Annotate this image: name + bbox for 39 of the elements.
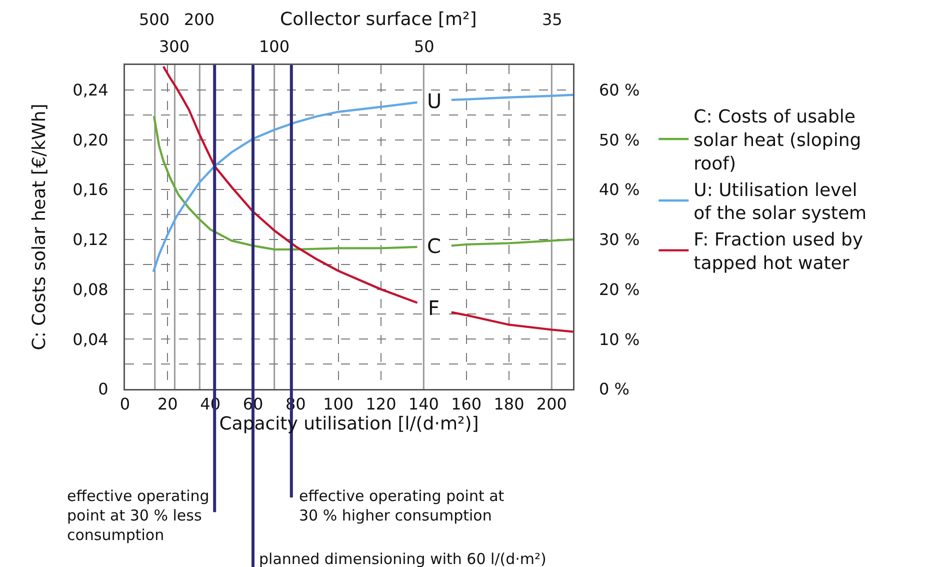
y-axis-title: C: Costs solar heat [€/kWh] xyxy=(29,104,50,350)
text: 35 xyxy=(542,10,562,29)
annotation: C xyxy=(427,234,441,258)
y2-tick-label: 20 % xyxy=(599,280,640,299)
legend-label: C: Costs of usable solar heat (sloping roof) xyxy=(694,106,862,174)
legend-label: U: Utilisation level of the solar system xyxy=(694,180,867,224)
y2-tick-label: 60 % xyxy=(599,80,640,100)
y-tick-label: 0,08 xyxy=(72,280,108,299)
ref-line-label: effective operating point at 30 % higher consumption xyxy=(299,487,504,524)
text: Collector surface [m²] xyxy=(280,9,477,30)
y2-tick-label: 40 % xyxy=(599,180,640,200)
y2-tick-label: 0 % xyxy=(599,380,630,399)
x-tick-label: 100 xyxy=(323,394,354,414)
y-tick-label: 0,24 xyxy=(72,80,108,100)
y2-tick-label: 50 % xyxy=(599,130,640,150)
x-tick-label: 140 xyxy=(408,394,439,414)
x-tick-label: 120 xyxy=(366,394,396,414)
y2-tick-label: 10 % xyxy=(599,330,640,349)
y-tick-label: 0,12 xyxy=(72,230,108,250)
ref-line-label: effective operating point at 30 % less consumption xyxy=(67,487,210,544)
x-tick-label: 160 xyxy=(451,394,482,414)
x-tick-label: 20 xyxy=(157,394,178,414)
x-tick-label: 180 xyxy=(494,394,524,414)
text: 100 xyxy=(259,37,290,56)
annotation: F xyxy=(428,296,440,320)
y2-tick-label: 30 % xyxy=(599,230,640,250)
legend-label: F: Fraction used by tapped hot water xyxy=(694,230,864,274)
text: 300 xyxy=(159,37,190,56)
x-tick-label: 200 xyxy=(536,394,567,414)
y-tick-label: 0,04 xyxy=(72,330,108,349)
x-tick-label: 0 xyxy=(120,394,130,414)
y-tick-label: 0 xyxy=(98,380,108,399)
annotation: U xyxy=(427,89,442,113)
y-tick-label: 0,16 xyxy=(72,180,108,200)
ref-line-label: planned dimensioning with 60 l/(d·m²) xyxy=(259,550,546,567)
text: 50 xyxy=(414,37,434,56)
y-tick-label: 0,20 xyxy=(72,130,108,150)
text: 200 xyxy=(184,10,215,29)
text: 500 xyxy=(139,10,170,29)
